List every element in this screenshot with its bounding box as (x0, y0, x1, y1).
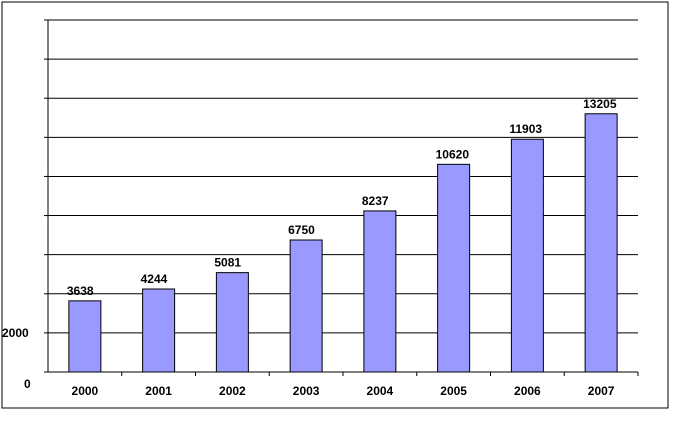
x-tick-label: 2005 (440, 384, 467, 398)
data-label: 10620 (436, 147, 470, 161)
x-tick-label: 2006 (514, 384, 541, 398)
data-label: 8237 (362, 194, 389, 208)
bar (215, 272, 249, 373)
x-tick-label: 2001 (145, 384, 172, 398)
bar (68, 300, 102, 373)
bar (142, 288, 176, 373)
bar (363, 210, 397, 373)
bar (584, 113, 618, 373)
y-tick-labels-group: 0 2000 (2, 326, 31, 391)
x-tick-labels-group: 2000 2001 2002 2003 2004 2005 2006 2007 (72, 372, 639, 398)
x-tick-label: 2007 (588, 384, 615, 398)
bar (437, 163, 471, 373)
x-tick-label: 2004 (367, 384, 394, 398)
bars-group (68, 113, 618, 373)
data-label: 5081 (214, 256, 241, 270)
data-label: 4244 (141, 272, 168, 286)
x-tick-label: 2000 (72, 384, 99, 398)
data-label: 3638 (67, 284, 94, 298)
data-label: 11903 (509, 122, 542, 136)
bar (289, 239, 323, 373)
data-label: 6750 (288, 223, 315, 237)
x-tick-label: 2002 (219, 384, 246, 398)
x-tick-label: 2003 (293, 384, 320, 398)
y-tick-label: 2000 (2, 326, 29, 340)
chart-border (1, 1, 669, 409)
value-labels-group: 3638 4244 5081 6750 8237 10620 11903 13205 (67, 97, 617, 298)
y-tick-label: 0 (24, 377, 31, 391)
bar (510, 138, 544, 373)
data-label: 13205 (583, 97, 617, 111)
